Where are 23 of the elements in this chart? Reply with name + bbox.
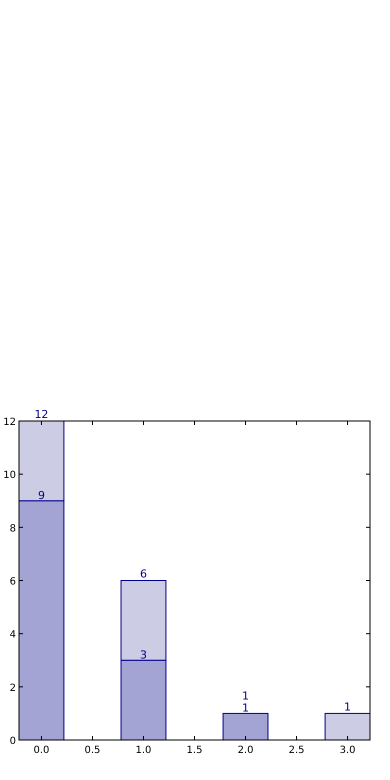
data-label: 3 <box>140 648 147 662</box>
y-tick-label: 10 <box>3 470 16 482</box>
y-tick-label: 2 <box>10 682 16 694</box>
y-tick-label: 12 <box>3 417 16 428</box>
x-tick-label: 2.5 <box>288 745 304 756</box>
y-tick-label: 6 <box>10 576 16 588</box>
x-tick-label: 0.5 <box>84 745 100 756</box>
y-tick-label: 8 <box>10 523 16 534</box>
bar <box>324 712 370 740</box>
total-label: 1 <box>242 701 250 714</box>
x-tick-label: 1.5 <box>186 745 202 756</box>
data-label: 1 <box>242 689 250 702</box>
y-tick-label: 4 <box>10 630 16 641</box>
y-tick-label: 0 <box>10 736 16 747</box>
x-tick-label: 3.0 <box>340 745 356 756</box>
total-label: 12 <box>34 408 48 421</box>
total-label: 1 <box>344 700 352 714</box>
x-tick-label: 2.0 <box>238 745 254 756</box>
x-tick-label: 0.0 <box>33 745 50 756</box>
x-tick-label: 1.0 <box>136 745 152 756</box>
data-label: 9 <box>38 488 45 502</box>
bar <box>222 712 268 740</box>
total-label: 6 <box>140 568 147 580</box>
